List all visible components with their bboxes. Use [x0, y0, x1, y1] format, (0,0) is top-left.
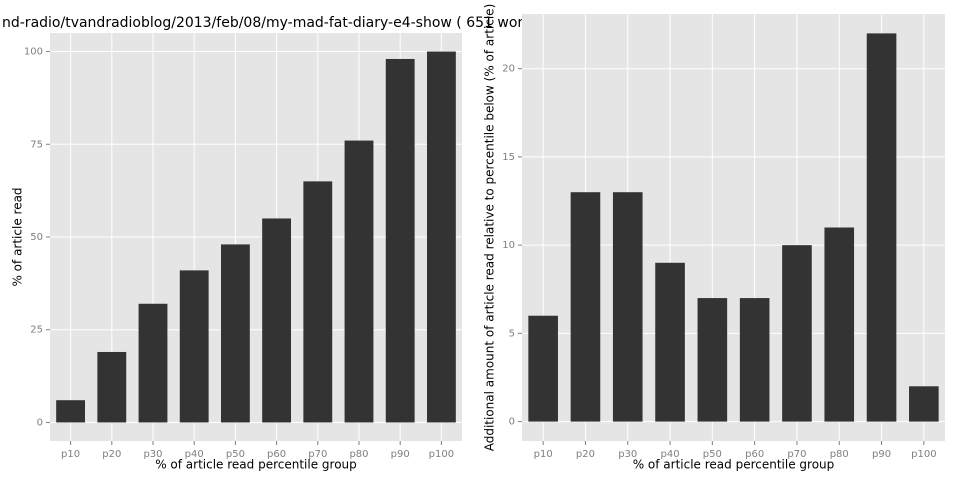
- bar: [138, 303, 168, 423]
- y-tick-label: 20: [502, 64, 515, 75]
- y-tick-label: 0: [37, 417, 43, 428]
- bar: [385, 58, 415, 423]
- bar: [697, 298, 728, 422]
- bar: [612, 192, 643, 422]
- x-tick-label: p20: [102, 449, 121, 460]
- y-tick-label: 10: [502, 240, 515, 251]
- y-tick-label: 25: [30, 325, 43, 336]
- x-tick-label: p50: [226, 449, 245, 460]
- x-tick-label: p10: [61, 449, 80, 460]
- bar: [97, 351, 127, 423]
- x-tick-label: p90: [872, 449, 891, 460]
- x-tick-label: p80: [349, 449, 368, 460]
- bar: [824, 227, 855, 422]
- chart-title: nd-radio/tvandradioblog/2013/feb/08/my-m…: [2, 15, 539, 31]
- x-tick-label: p60: [267, 449, 286, 460]
- x-tick-label: p40: [661, 449, 680, 460]
- y-tick-label: 0: [509, 417, 515, 428]
- bar: [909, 386, 939, 422]
- bar: [426, 51, 456, 423]
- y-tick-label: 5: [509, 328, 515, 339]
- x-tick-label: p60: [745, 449, 764, 460]
- x-tick-label: p90: [391, 449, 410, 460]
- y-tick-label: 50: [30, 232, 43, 243]
- x-tick-label: p20: [576, 449, 595, 460]
- x-tick-label: p30: [618, 449, 637, 460]
- x-tick-label: p50: [703, 449, 722, 460]
- bar: [303, 181, 333, 423]
- x-tick-label: p30: [143, 449, 162, 460]
- x-axis-label: % of article read percentile group: [633, 458, 835, 472]
- bar: [528, 315, 558, 422]
- bar: [570, 192, 601, 422]
- bar: [782, 245, 812, 422]
- y-tick-label: 100: [24, 47, 43, 58]
- bar: [866, 33, 897, 422]
- x-tick-label: p100: [911, 449, 936, 460]
- x-tick-label: p70: [308, 449, 327, 460]
- bar: [220, 244, 250, 423]
- y-axis-label: Additional amount of article read relati…: [483, 4, 497, 452]
- x-tick-label: p40: [185, 449, 204, 460]
- bar: [56, 400, 86, 423]
- y-tick-label: 75: [30, 139, 43, 150]
- bar: [179, 270, 209, 423]
- x-tick-label: p80: [830, 449, 849, 460]
- x-tick-label: p100: [429, 449, 454, 460]
- bar: [739, 298, 770, 422]
- y-tick-label: 15: [502, 152, 515, 163]
- y-axis-label: % of article read: [11, 187, 25, 286]
- x-tick-label: p70: [787, 449, 806, 460]
- bar: [262, 218, 292, 423]
- x-tick-label: p10: [534, 449, 553, 460]
- bar: [655, 262, 685, 422]
- x-axis-label: % of article read percentile group: [155, 458, 357, 472]
- bar: [344, 140, 374, 423]
